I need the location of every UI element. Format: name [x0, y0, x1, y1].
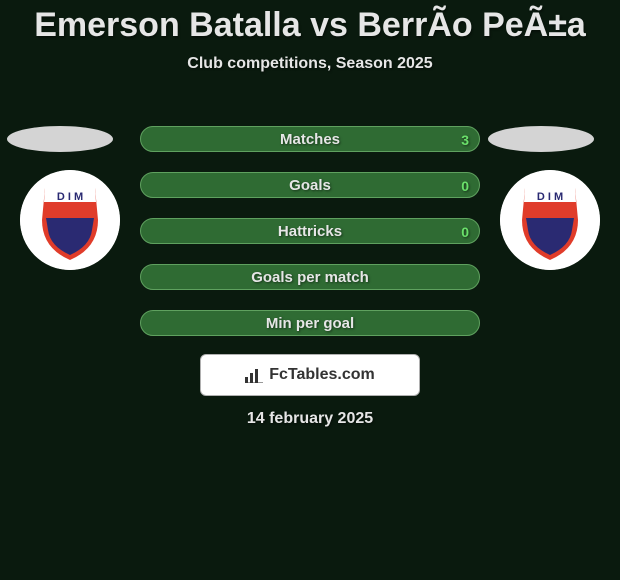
date-text: 14 february 2025 — [0, 410, 620, 428]
stat-row: Min per goal — [140, 310, 480, 336]
stat-value: 3 — [461, 127, 469, 151]
club-badge-right: D I M — [500, 170, 600, 270]
svg-text:D I M: D I M — [57, 191, 83, 203]
stat-value: 0 — [461, 173, 469, 197]
stat-row: Goals per match — [140, 264, 480, 290]
stat-label: Goals — [141, 173, 479, 197]
fctables-logo-text: FcTables.com — [269, 366, 375, 384]
stat-row: Matches3 — [140, 126, 480, 152]
page-title: Emerson Batalla vs BerrÃ­o PeÃ±a — [0, 0, 620, 45]
stat-label: Hattricks — [141, 219, 479, 243]
bar-chart-icon — [245, 367, 265, 383]
stat-row: Hattricks0 — [140, 218, 480, 244]
page-subtitle: Club competitions, Season 2025 — [0, 55, 620, 73]
stat-value: 0 — [461, 219, 469, 243]
stat-row: Goals0 — [140, 172, 480, 198]
stat-label: Goals per match — [141, 265, 479, 289]
stat-label: Min per goal — [141, 311, 479, 335]
stat-label: Matches — [141, 127, 479, 151]
player-photo-right — [488, 126, 594, 152]
player-photo-left — [7, 126, 113, 152]
stats-rows: Matches3Goals0Hattricks0Goals per matchM… — [140, 126, 480, 356]
fctables-logo-box: FcTables.com — [200, 354, 420, 396]
club-badge-left: D I M — [20, 170, 120, 270]
svg-text:D I M: D I M — [537, 191, 563, 203]
